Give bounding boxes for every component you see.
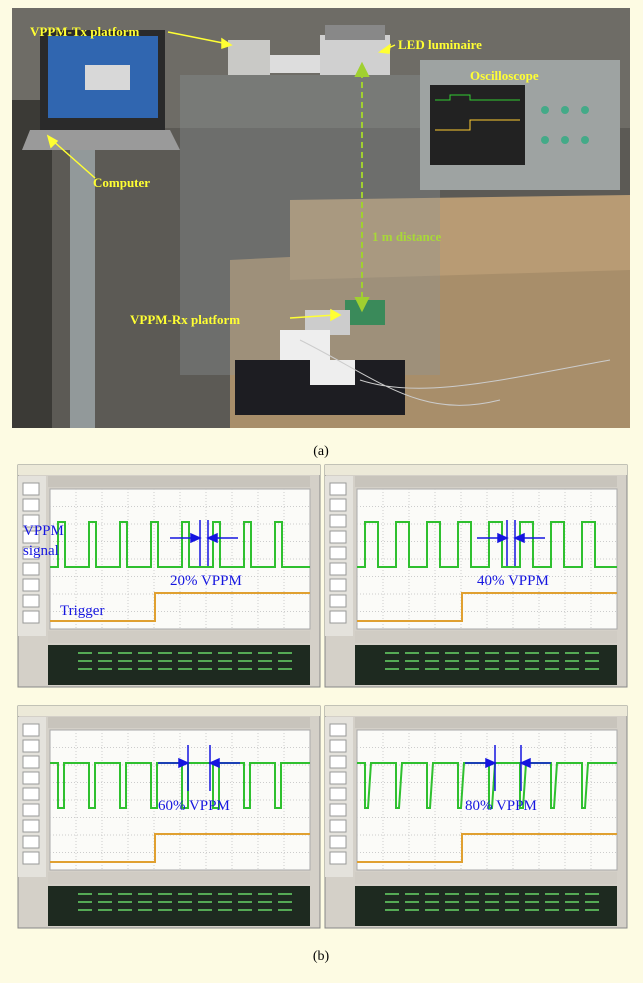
- tool-icon: [330, 595, 346, 607]
- photo-label: Computer: [93, 175, 150, 190]
- toolbar: [355, 476, 617, 487]
- control-bar: [48, 872, 310, 884]
- status-panel: [355, 645, 617, 685]
- tool-icon: [330, 611, 346, 623]
- scope-screen: 20% VPPM VPPM signal Trigger: [18, 465, 320, 687]
- control-bar: [48, 631, 310, 643]
- tool-icon: [23, 563, 39, 575]
- toolbar: [48, 717, 310, 728]
- photo-label: 1 m distance: [372, 229, 442, 244]
- tool-icon: [23, 788, 39, 800]
- tool-icon: [330, 740, 346, 752]
- tool-icon: [330, 788, 346, 800]
- figure: VPPM-Tx platform LED luminaire Oscillosc…: [0, 0, 643, 983]
- trigger-label: Trigger: [60, 603, 104, 619]
- tool-icon: [23, 820, 39, 832]
- tool-icon: [23, 740, 39, 752]
- vppm-label: 80% VPPM: [465, 798, 537, 814]
- control-bar: [355, 631, 617, 643]
- tool-icon: [23, 499, 39, 511]
- tool-icon: [330, 836, 346, 848]
- photo: VPPM-Tx platform LED luminaire Oscillosc…: [12, 8, 630, 428]
- toolbar: [355, 717, 617, 728]
- tool-icon: [23, 756, 39, 768]
- menu-bar: [18, 465, 320, 475]
- tool-icon: [23, 483, 39, 495]
- status-panel: [355, 886, 617, 926]
- tool-icon: [23, 579, 39, 591]
- tool-icon: [23, 611, 39, 623]
- tool-icon: [330, 579, 346, 591]
- vppm-label: 20% VPPM: [170, 573, 242, 589]
- menu-bar: [325, 706, 627, 716]
- tool-icon: [330, 804, 346, 816]
- menu-bar: [18, 706, 320, 716]
- tool-icon: [330, 499, 346, 511]
- tool-icon: [330, 820, 346, 832]
- photo-label: VPPM-Rx platform: [130, 312, 240, 327]
- scope-screen: 60% VPPM: [18, 706, 320, 928]
- vppm-label: 60% VPPM: [158, 798, 230, 814]
- tool-icon: [23, 836, 39, 848]
- photo-label: Oscilloscope: [470, 68, 539, 83]
- tool-icon: [330, 563, 346, 575]
- photo-label: VPPM-Tx platform: [30, 24, 140, 39]
- tool-icon: [330, 531, 346, 543]
- tool-icon: [330, 772, 346, 784]
- tool-icon: [23, 772, 39, 784]
- caption: (a): [313, 444, 329, 459]
- scope-screen: 40% VPPM: [325, 465, 627, 687]
- tool-icon: [23, 724, 39, 736]
- status-panel: [48, 886, 310, 926]
- signal-label: VPPM: [23, 523, 64, 539]
- tool-icon: [330, 483, 346, 495]
- control-bar: [355, 872, 617, 884]
- photo-label: LED luminaire: [398, 37, 482, 52]
- tool-icon: [330, 547, 346, 559]
- scope-screen: 80% VPPM: [325, 706, 627, 928]
- tool-icon: [330, 852, 346, 864]
- menu-bar: [325, 465, 627, 475]
- status-panel: [48, 645, 310, 685]
- tool-icon: [23, 804, 39, 816]
- vppm-label: 40% VPPM: [477, 573, 549, 589]
- signal-label: signal: [23, 543, 59, 559]
- tool-icon: [330, 756, 346, 768]
- toolbar: [48, 476, 310, 487]
- tool-icon: [23, 852, 39, 864]
- tool-icon: [23, 595, 39, 607]
- tool-icon: [330, 724, 346, 736]
- tool-icon: [330, 515, 346, 527]
- caption: (b): [313, 949, 330, 964]
